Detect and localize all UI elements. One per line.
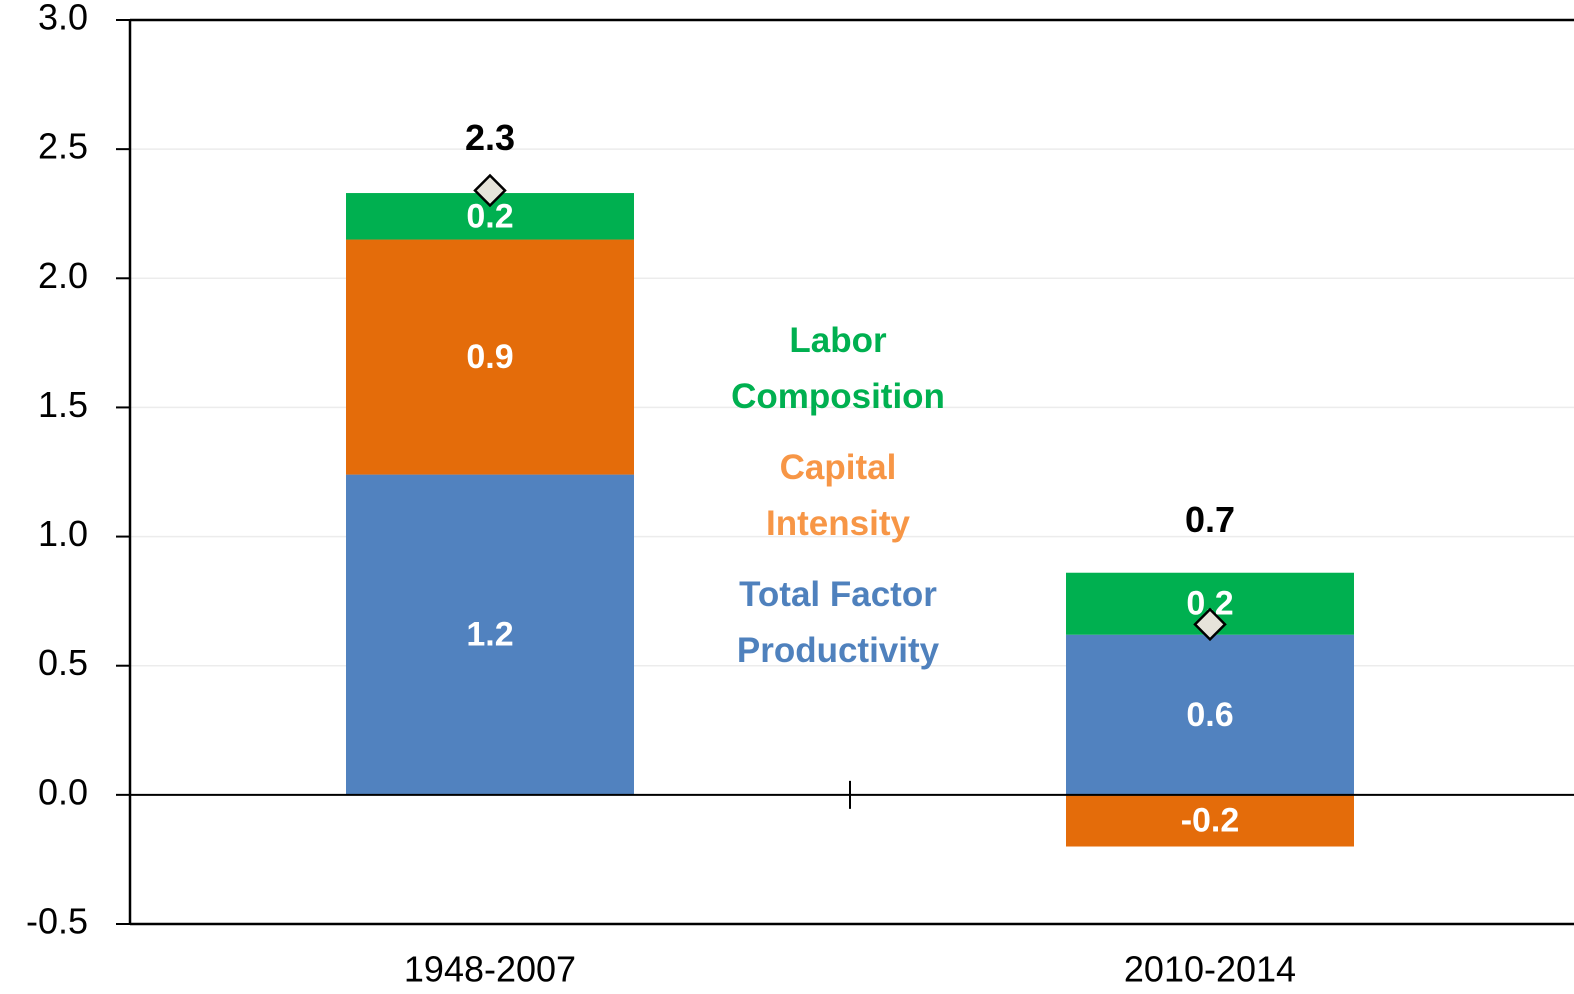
y-tick-label: 1.5: [38, 384, 88, 425]
x-tick-label: 1948-2007: [404, 949, 576, 990]
total-marker: [473, 173, 507, 208]
y-tick-label: 2.5: [38, 126, 88, 167]
legend-entry: Total Factor Productivity: [736, 575, 940, 670]
total-marker: [1193, 607, 1227, 642]
x-tick-label: 2010-2014: [1124, 949, 1296, 990]
total-label: 0.7: [1185, 499, 1235, 540]
y-tick-label: 3.0: [38, 0, 88, 38]
y-tick-label: 2.0: [38, 255, 88, 296]
segment-label: 1.2: [466, 616, 513, 654]
legend-entry: Labor Composition: [731, 321, 945, 416]
y-tick-label: -0.5: [26, 901, 88, 942]
bar-segment: [346, 474, 634, 795]
bar-segment: [346, 239, 634, 475]
y-tick-label: 0.0: [38, 771, 88, 812]
segment-label: -0.2: [1181, 802, 1240, 840]
bar-segment: [1066, 794, 1354, 847]
y-tick-label: 0.5: [38, 642, 88, 683]
total-label: 2.3: [465, 117, 515, 158]
segment-label: 0.9: [466, 338, 513, 376]
segment-label: 0.6: [1186, 696, 1233, 734]
legend-entry: Capital Intensity: [766, 448, 910, 543]
y-tick-label: 1.0: [38, 513, 88, 554]
bar-segment: [1066, 634, 1354, 795]
